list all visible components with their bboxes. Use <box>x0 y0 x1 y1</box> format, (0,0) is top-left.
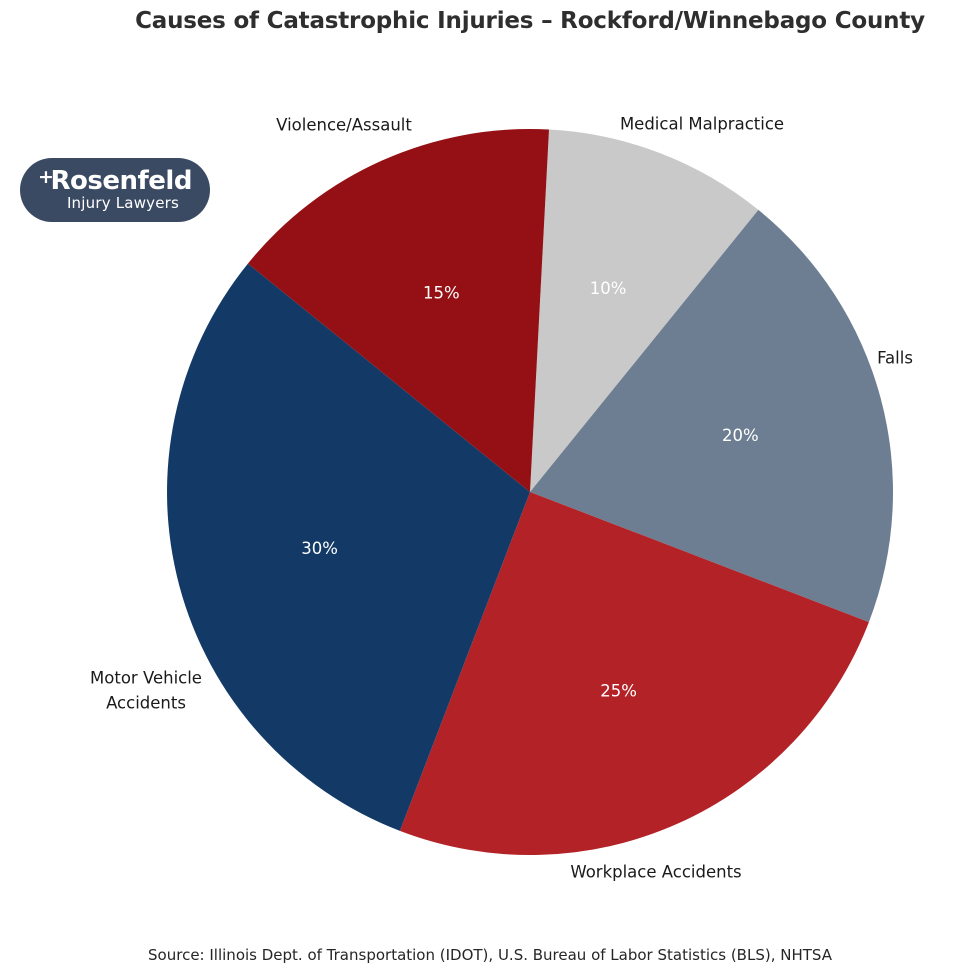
pie-percent-label: 10% <box>590 279 627 298</box>
pie-percent-label: 30% <box>301 539 338 558</box>
chart-title: Causes of Catastrophic Injuries – Rockfo… <box>135 8 925 34</box>
pie-label-falls: Falls <box>877 348 913 368</box>
pie-label-workplace-accidents: Workplace Accidents <box>570 862 742 882</box>
source-citation: Source: Illinois Dept. of Transportation… <box>148 946 832 964</box>
pie-label-motor-vehicle-accidents: Motor Vehicle Accidents <box>90 668 202 712</box>
pie-slice-falls <box>530 209 894 623</box>
logo-brand-line: + Rosenfeld <box>38 165 192 197</box>
pie-slice-workplace-accidents <box>399 492 869 856</box>
pie-label-medical-malpractice: Medical Malpractice <box>619 114 785 134</box>
logo-brand-text: Rosenfeld <box>50 166 192 197</box>
logo-tagline: Injury Lawyers <box>66 194 180 213</box>
pie-slice-motor-vehicle-accidents <box>167 263 530 831</box>
medical-plus-icon: + <box>38 165 54 188</box>
pie-percent-label: 25% <box>600 682 637 701</box>
pie-label-violence-assault: Violence/Assault <box>276 115 412 135</box>
pie-percent-label: 15% <box>423 284 460 303</box>
pie-slice-violence-assault <box>247 129 549 493</box>
rosenfeld-logo: + Rosenfeld Injury Lawyers <box>20 158 210 222</box>
pie-percent-label: 20% <box>722 426 759 445</box>
pie-slice-medical-malpractice <box>530 129 759 492</box>
